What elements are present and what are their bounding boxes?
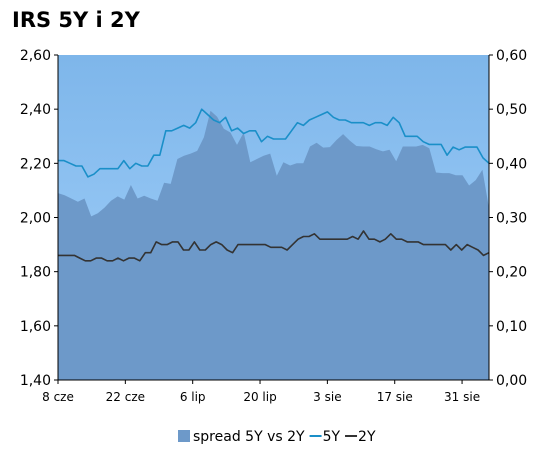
- x-tick-label: 20 lip: [243, 390, 276, 404]
- x-tick-label: 3 sie: [313, 390, 341, 404]
- legend-label: spread 5Y vs 2Y: [193, 429, 305, 445]
- legend-swatch-spread: [178, 430, 190, 442]
- x-tick-label: 8 cze: [42, 390, 74, 404]
- x-tick-label: 6 lip: [180, 390, 206, 404]
- x-tick-label: 17 sie: [377, 390, 413, 404]
- legend-label: 5Y: [323, 429, 341, 445]
- right-tick-label: 0,60: [496, 48, 527, 64]
- right-tick-label: 0,40: [496, 156, 527, 172]
- left-tick-label: 2,60: [20, 48, 51, 64]
- left-tick-label: 1,80: [20, 265, 51, 281]
- left-tick-label: 2,40: [20, 102, 51, 118]
- left-tick-label: 2,00: [20, 211, 51, 227]
- legend-label: 2Y: [358, 429, 376, 445]
- chart-title: IRS 5Y i 2Y: [12, 8, 140, 32]
- left-tick-label: 1,60: [20, 319, 51, 335]
- series-spread-area: [58, 110, 489, 381]
- series-5y-line: [58, 108, 490, 178]
- right-tick-label: 0,10: [496, 319, 527, 335]
- right-tick-label: 0,50: [496, 102, 527, 118]
- series-2y-line: [58, 230, 490, 262]
- left-tick-label: 2,20: [20, 156, 51, 172]
- x-tick-label: 22 cze: [106, 390, 145, 404]
- right-tick-label: 0,00: [496, 373, 527, 389]
- right-tick-label: 0,30: [496, 211, 527, 227]
- x-tick-label: 31 sie: [444, 390, 480, 404]
- right-tick-label: 0,20: [496, 265, 527, 281]
- left-tick-label: 1,40: [20, 373, 51, 389]
